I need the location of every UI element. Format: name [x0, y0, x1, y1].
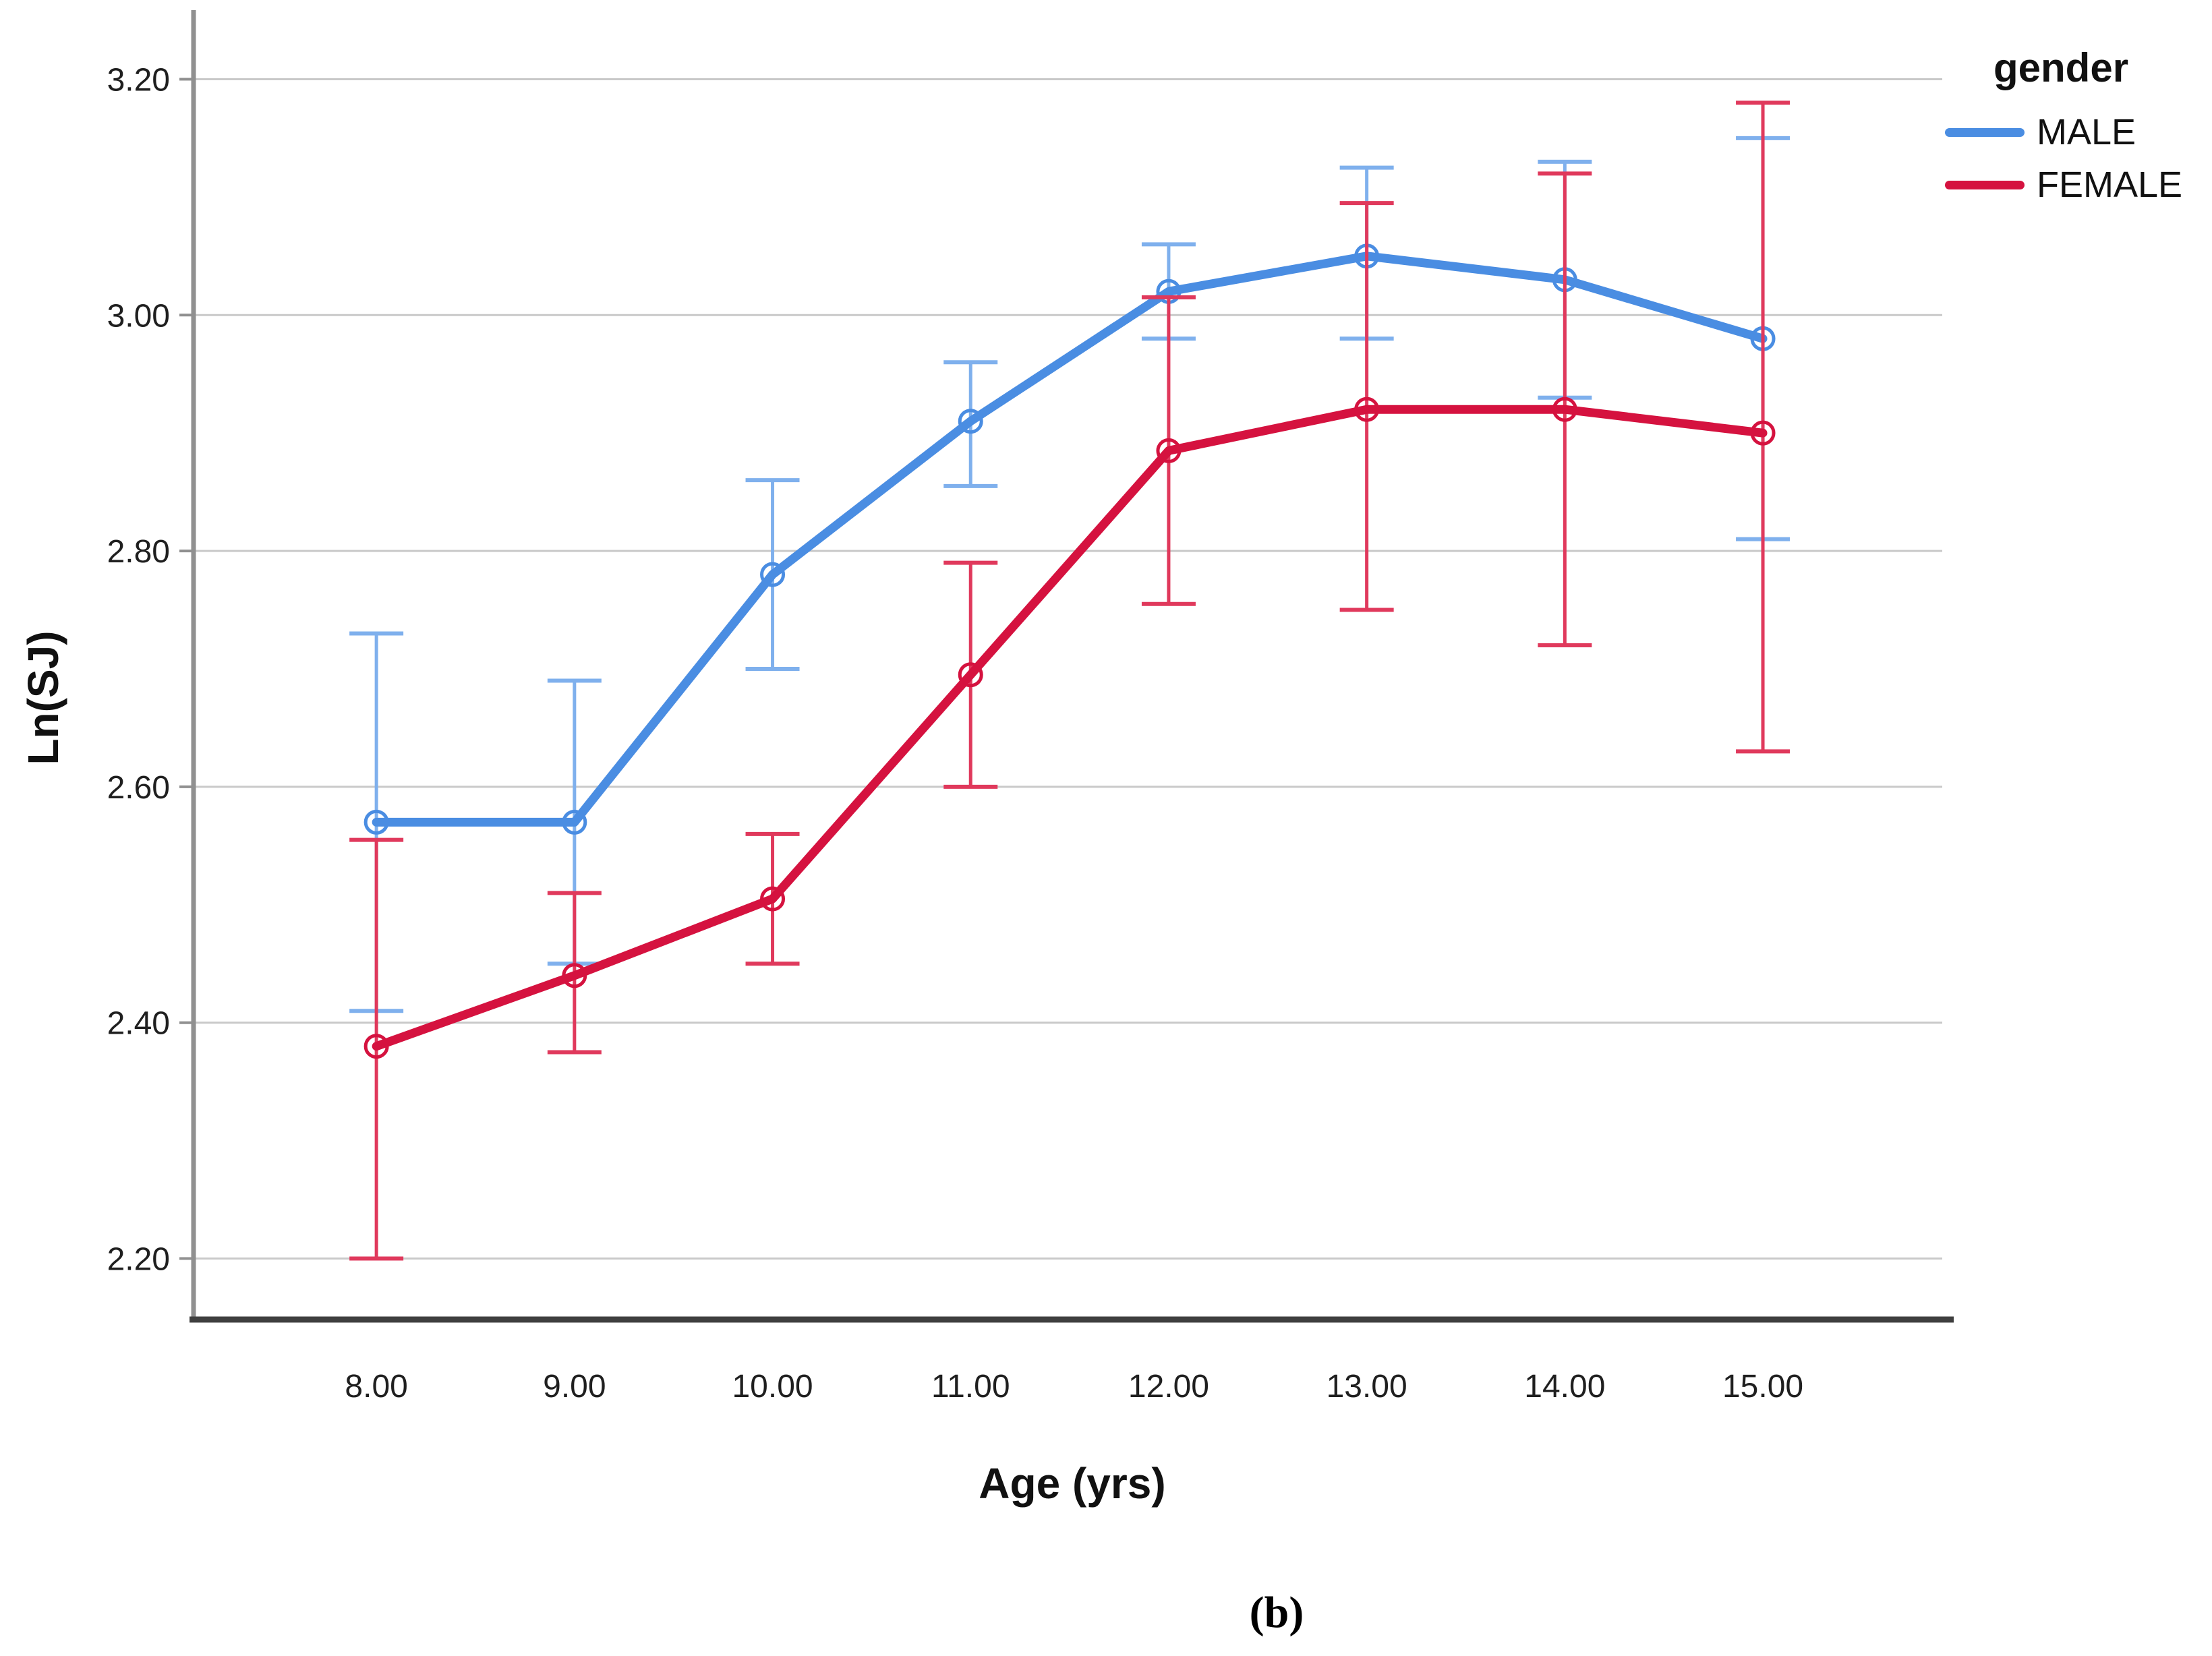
series-male	[349, 136, 1791, 1013]
x-tick-label: 12.00	[1128, 1369, 1209, 1404]
legend-label-male: MALE	[2037, 112, 2136, 152]
y-tick-label: 2.60	[107, 770, 170, 806]
data-point-marker	[363, 809, 389, 835]
figure-caption: (b)	[1249, 1588, 1304, 1637]
data-point-marker	[1354, 396, 1380, 422]
series-line	[372, 252, 1768, 827]
y-axis-ticks: 2.20 2.40 2.60 2.80 3.00 3.20	[107, 62, 196, 1278]
male-line-swatch	[1945, 127, 2025, 137]
x-tick-label: 15.00	[1722, 1369, 1803, 1404]
series-female	[349, 100, 1791, 1261]
data-point-marker	[760, 562, 786, 587]
error-bar	[1736, 100, 1791, 754]
data-point-marker	[562, 963, 587, 988]
x-axis-title: Age (yrs)	[979, 1459, 1166, 1508]
data-point-marker	[958, 409, 983, 434]
data-point-marker	[363, 1034, 389, 1059]
x-axis-ticks: 8.00 9.00 10.00 11.00 12.00 13.00 14.00 15.00	[345, 1369, 1803, 1404]
legend-item-female: FEMALE	[1945, 164, 2182, 206]
legend-item-male: MALE	[1945, 111, 2182, 153]
x-tick-label: 13.00	[1327, 1369, 1407, 1404]
data-point-marker	[1750, 420, 1776, 446]
y-tick-label: 2.80	[107, 534, 170, 570]
x-tick-label: 14.00	[1524, 1369, 1605, 1404]
series-line	[372, 405, 1768, 1051]
y-tick-label: 2.20	[107, 1242, 170, 1278]
x-tick-label: 9.00	[543, 1369, 606, 1404]
y-axis-title: Ln(SJ)	[19, 630, 67, 765]
x-tick-label: 8.00	[345, 1369, 407, 1404]
x-tick-label: 10.00	[732, 1369, 813, 1404]
y-tick-label: 2.40	[107, 1006, 170, 1042]
legend-label-female: FEMALE	[2037, 165, 2183, 205]
gridlines	[192, 78, 1942, 1260]
legend-title: gender	[1993, 45, 2129, 90]
legend: gender MALE FEMALE	[1945, 45, 2182, 216]
data-point-marker	[760, 886, 786, 912]
x-tick-label: 11.00	[931, 1369, 1010, 1404]
y-tick-label: 3.20	[107, 62, 170, 98]
data-point-marker	[562, 809, 587, 835]
y-tick-label: 3.00	[107, 298, 170, 334]
data-point-marker	[1156, 438, 1182, 463]
female-line-swatch	[1945, 180, 2025, 189]
data-point-marker	[958, 662, 983, 688]
data-point-marker	[1552, 396, 1577, 422]
